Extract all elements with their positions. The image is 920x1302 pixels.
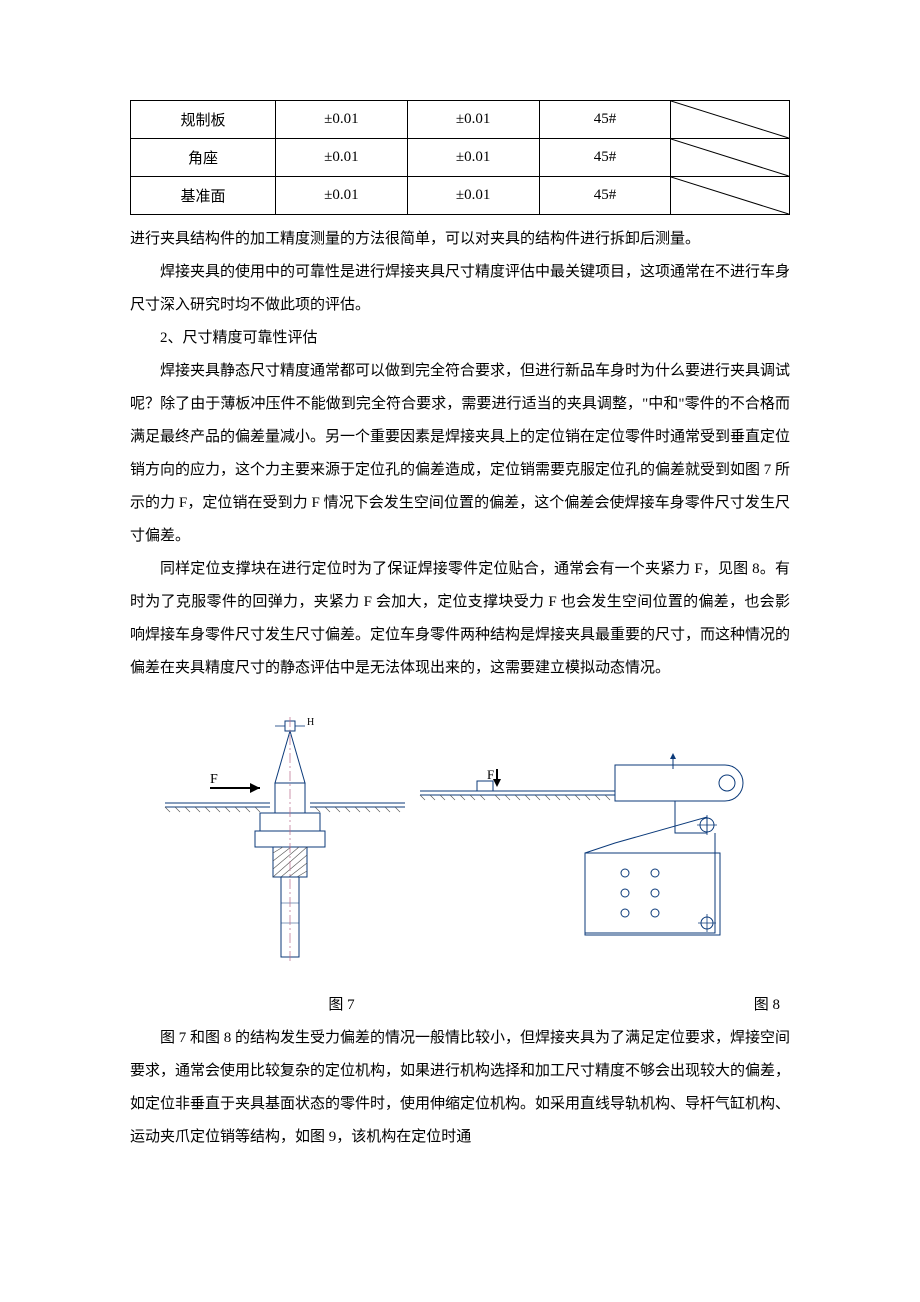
section-heading: 2、尺寸精度可靠性评估 [130, 322, 790, 355]
table-row: 基准面 ±0.01 ±0.01 45# [131, 177, 790, 215]
paragraph-3: 焊接夹具静态尺寸精度通常都可以做到完全符合要求，但进行新品车身时为什么要进行夹具… [130, 355, 790, 553]
paragraph-5: 图 7 和图 8 的结构发生受力偏差的情况一般情比较小，但焊接夹具为了满足定位要… [130, 1022, 790, 1154]
spec-table: 规制板 ±0.01 ±0.01 45# 角座 ±0.01 ±0.01 45# 基… [130, 100, 790, 215]
figure-row: H F [130, 703, 790, 983]
paragraph-2: 焊接夹具的使用中的可靠性是进行焊接夹具尺寸精度评估中最关键项目，这项通常在不进行… [130, 256, 790, 322]
cell-diag [671, 177, 790, 215]
paragraph-4: 同样定位支撑块在进行定位时为了保证焊接零件定位贴合，通常会有一个夹紧力 F，见图… [130, 553, 790, 685]
cell: 45# [539, 139, 671, 177]
cell-diag [671, 139, 790, 177]
label-f-8: F [487, 767, 494, 782]
figure-captions: 图 7 图 8 [130, 993, 790, 1014]
figure-7: H F [155, 703, 415, 983]
cell: ±0.01 [275, 177, 407, 215]
figure-8: F [415, 703, 765, 983]
cell: ±0.01 [275, 139, 407, 177]
cell: 角座 [131, 139, 276, 177]
cell: 45# [539, 177, 671, 215]
caption-figure-7: 图 7 [130, 993, 493, 1014]
caption-figure-8: 图 8 [493, 993, 790, 1014]
table-row: 角座 ±0.01 ±0.01 45# [131, 139, 790, 177]
cell: 规制板 [131, 101, 276, 139]
cell-diag [671, 101, 790, 139]
cell: ±0.01 [407, 177, 539, 215]
label-h: H [307, 717, 314, 728]
cell: ±0.01 [275, 101, 407, 139]
cell: 基准面 [131, 177, 276, 215]
table-row: 规制板 ±0.01 ±0.01 45# [131, 101, 790, 139]
cell: 45# [539, 101, 671, 139]
label-f: F [210, 772, 218, 787]
cell: ±0.01 [407, 101, 539, 139]
cell: ±0.01 [407, 139, 539, 177]
paragraph-1: 进行夹具结构件的加工精度测量的方法很简单，可以对夹具的结构件进行拆卸后测量。 [130, 223, 790, 256]
